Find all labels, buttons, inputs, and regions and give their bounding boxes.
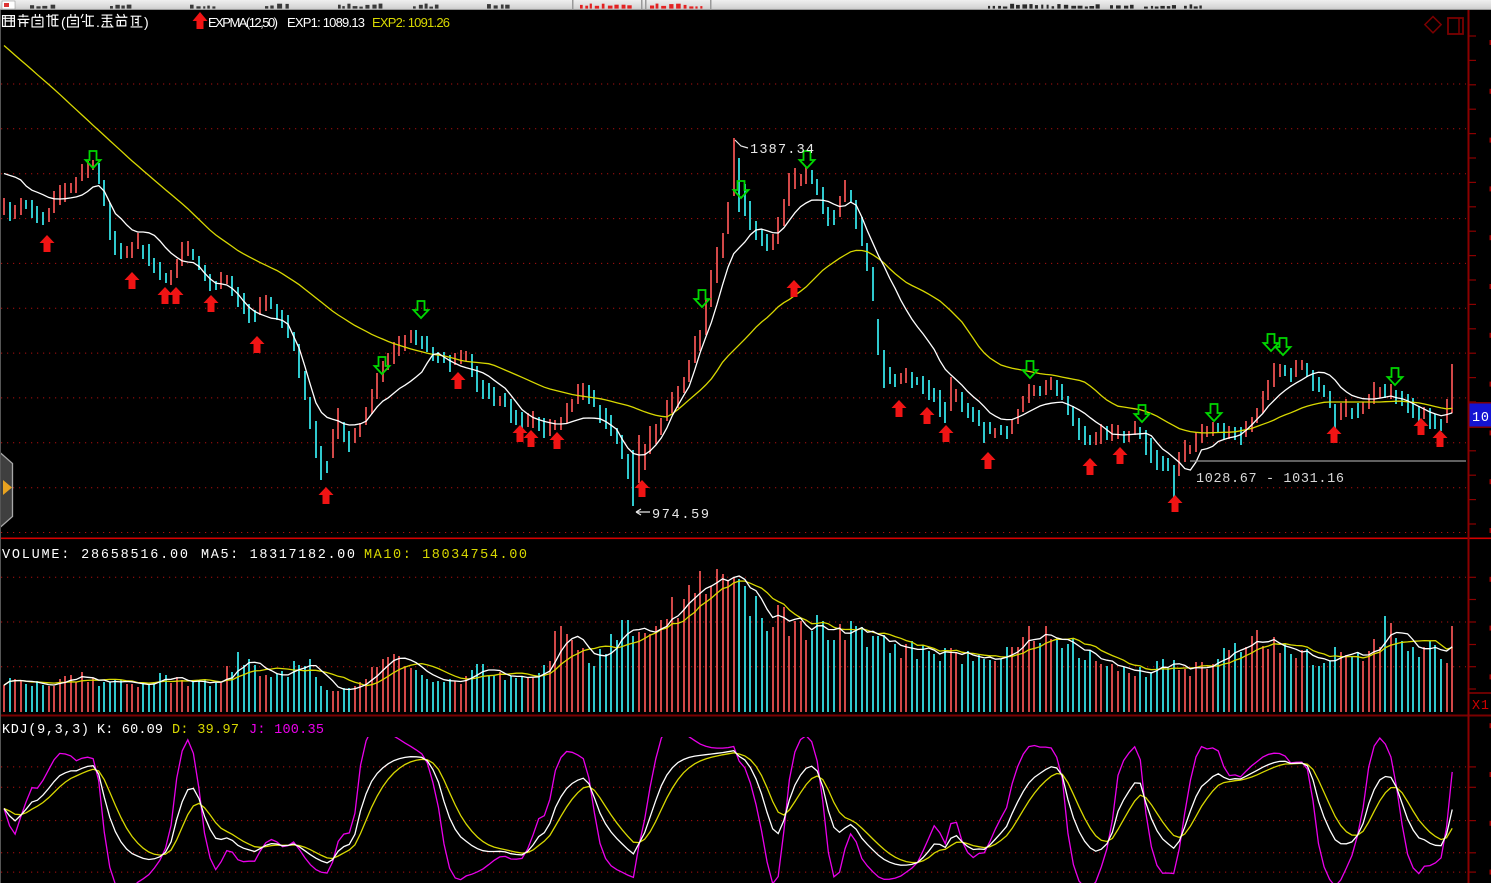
svg-text:VOLUME: 28658516.00: VOLUME: 28658516.00	[2, 548, 188, 563]
svg-text:X1: X1	[1472, 699, 1489, 714]
svg-text:MA10: 18034754.00: MA10: 18034754.00	[364, 548, 527, 563]
svg-text:KDJ(9,3,3): KDJ(9,3,3)	[2, 723, 89, 738]
svg-text:10: 10	[1472, 411, 1489, 426]
svg-text:1387.34: 1387.34	[750, 143, 814, 158]
svg-text:K: 60.09: K: 60.09	[97, 723, 163, 738]
svg-text:974.59: 974.59	[652, 508, 709, 523]
svg-text:EXP1: 1089.13: EXP1: 1089.13	[287, 15, 365, 30]
svg-text:.: .	[96, 14, 100, 30]
svg-text:EXPMA(12,50): EXPMA(12,50)	[208, 15, 278, 30]
svg-text:MA5: 18317182.00: MA5: 18317182.00	[201, 548, 355, 563]
svg-text:EXP2: 1091.26: EXP2: 1091.26	[372, 15, 450, 30]
svg-text:J: 100.35: J: 100.35	[249, 723, 324, 738]
svg-text:1028.67 - 1031.16: 1028.67 - 1031.16	[1196, 472, 1344, 487]
svg-text:): )	[144, 14, 149, 30]
svg-text:(: (	[61, 14, 66, 30]
svg-text:D: 39.97: D: 39.97	[172, 723, 239, 738]
